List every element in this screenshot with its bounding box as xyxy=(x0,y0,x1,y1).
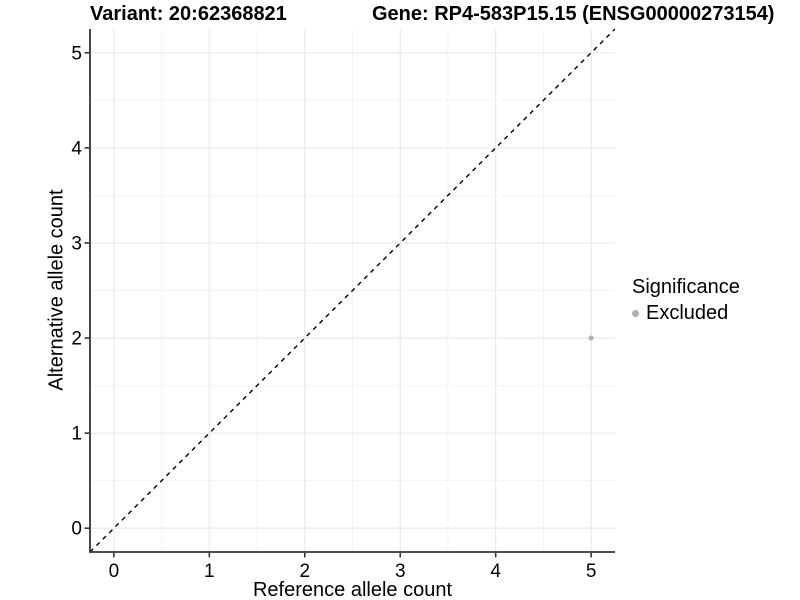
x-tick-label: 2 xyxy=(299,561,310,582)
y-tick-label: 1 xyxy=(71,424,82,445)
x-tick-label: 3 xyxy=(395,561,406,582)
legend-title: Significance xyxy=(632,276,740,298)
x-axis-title: Reference allele count xyxy=(252,579,452,600)
legend-item-excluded: Excluded xyxy=(632,301,740,325)
legend-key-dot-icon xyxy=(632,309,639,317)
x-tick-label: 4 xyxy=(490,561,501,582)
y-tick-label: 5 xyxy=(71,43,82,64)
y-tick-label: 4 xyxy=(71,138,82,159)
y-tick-label: 0 xyxy=(71,519,82,540)
legend: Significance Excluded xyxy=(632,275,740,325)
x-tick-label: 1 xyxy=(204,561,215,582)
y-tick-label: 2 xyxy=(71,329,82,350)
data-point xyxy=(588,335,594,341)
x-tick-label: 0 xyxy=(109,561,120,582)
y-tick-label: 3 xyxy=(71,233,82,254)
axis-lines xyxy=(89,29,615,553)
x-tick-label: 5 xyxy=(586,561,597,582)
y-axis-title: Alternative allele count xyxy=(45,189,68,391)
variant-title: Variant: 20:62368821 xyxy=(90,3,287,25)
identity-reference-line xyxy=(89,28,616,553)
gene-title: Gene: RP4-583P15.15 (ENSG00000273154) xyxy=(372,3,775,25)
legend-item-label: Excluded xyxy=(646,302,729,324)
